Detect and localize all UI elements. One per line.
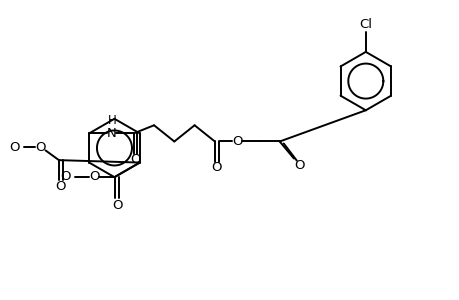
Text: O: O (55, 180, 66, 193)
Text: O: O (211, 161, 221, 174)
Text: O: O (112, 199, 122, 212)
Text: O: O (89, 170, 99, 183)
Text: O: O (231, 135, 242, 148)
Text: O: O (10, 141, 20, 154)
Text: O: O (130, 153, 140, 166)
Text: O: O (35, 141, 46, 154)
Text: N: N (107, 127, 117, 140)
Text: O: O (60, 170, 71, 183)
Text: Cl: Cl (358, 18, 371, 31)
Text: H: H (107, 114, 116, 127)
Text: O: O (294, 158, 305, 172)
